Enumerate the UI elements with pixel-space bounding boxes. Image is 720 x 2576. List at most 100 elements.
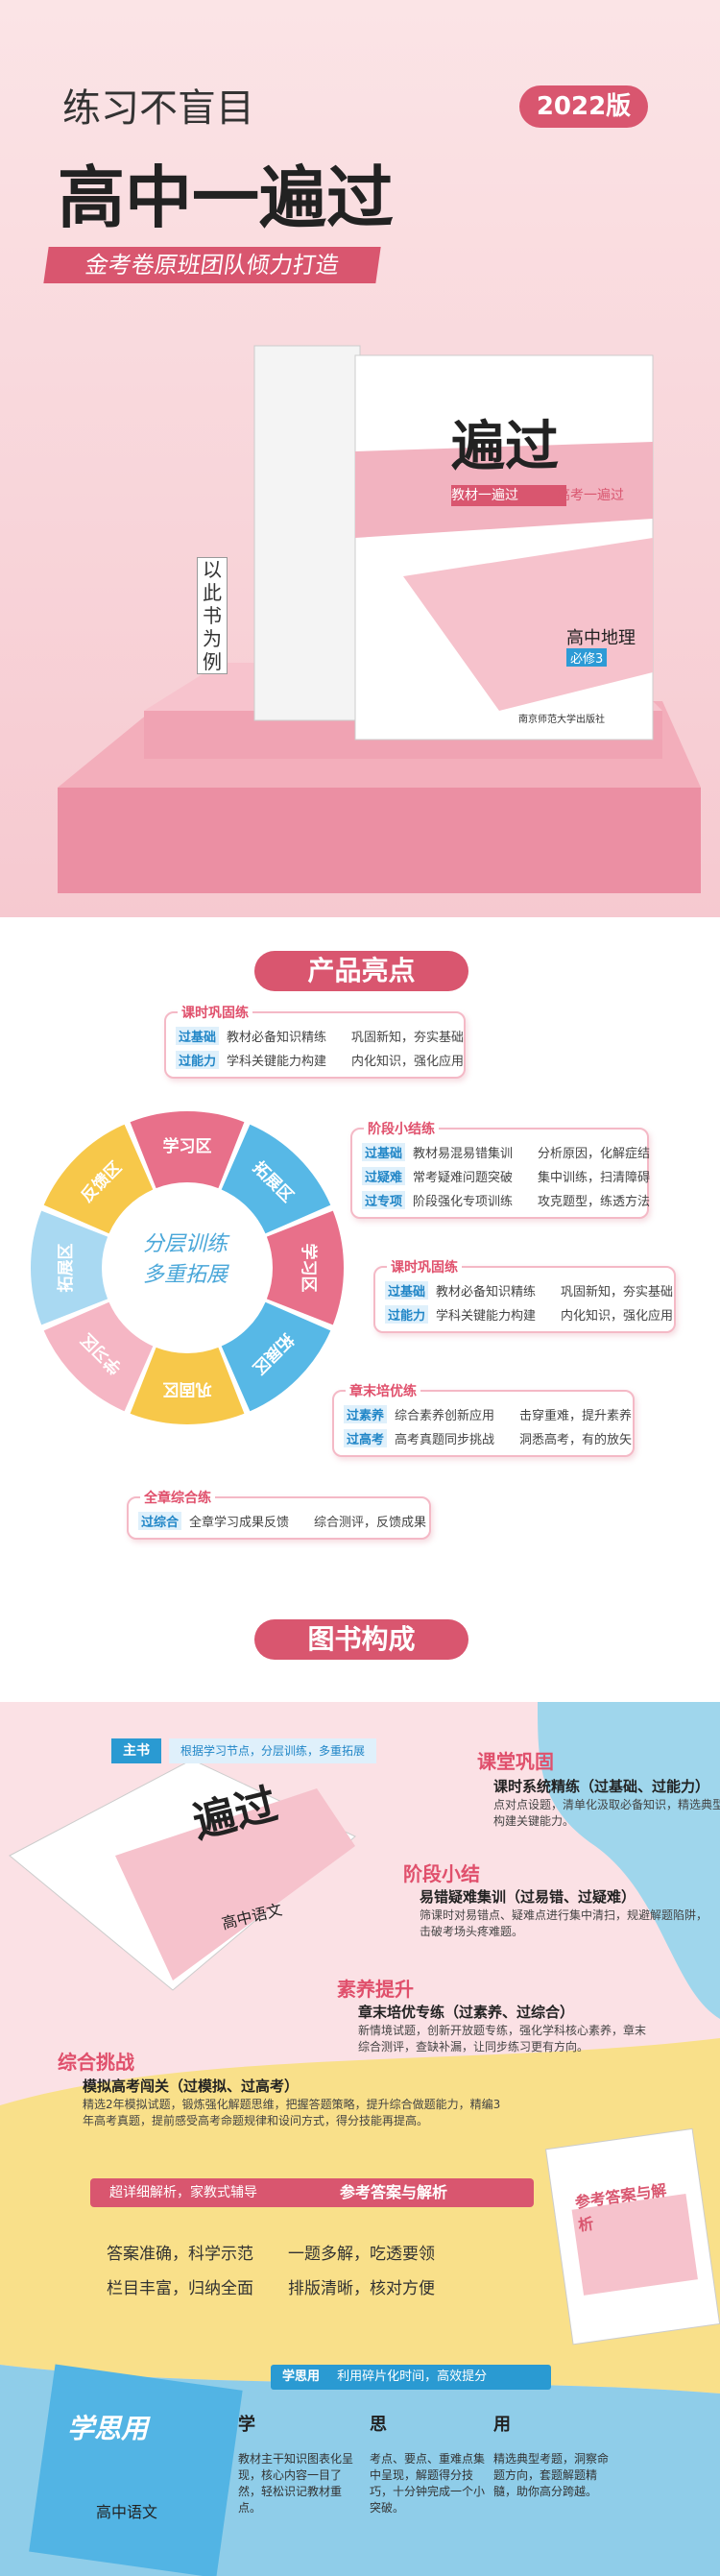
xsy-head: 思 (370, 2415, 387, 2435)
example-note: 以此书为例 (197, 557, 228, 674)
answers-title: 参考答案与解析 (340, 2183, 448, 2201)
podium (58, 345, 701, 893)
row-note: 攻克题型，练透方法 (538, 1195, 651, 1209)
wheel-segment (130, 1347, 245, 1425)
callout-row: 过基础 教材必备知识精练 巩固新知，夯实基础 (176, 1027, 464, 1045)
callout-row: 过能力 学科关键能力构建 内化知识，强化应用 (385, 1305, 673, 1324)
xsy-text: 考点、要点、重难点集中呈现，解题得分技巧，十分钟完成一个小突破。 (370, 2452, 486, 2515)
cover-tagline: 教材一遍过 (451, 488, 518, 503)
row-key: 过综合 (138, 1512, 182, 1530)
row-note: 内化知识，强化应用 (351, 1055, 465, 1069)
row-key: 过疑难 (362, 1167, 406, 1185)
row-key: 过能力 (385, 1305, 429, 1324)
main-desc: 根据学习节点，分层训练，多重拓展 (169, 1738, 377, 1763)
cover-tagline: 高考一遍过 (557, 488, 624, 503)
row-note: 综合测评，反馈成果 (314, 1516, 427, 1530)
row-item: 学科关键能力构建 (436, 1309, 537, 1324)
callout-title: 课时巩固练 (387, 1257, 462, 1276)
xsy-desc: 利用碎片化时间，高效提分 (337, 2369, 488, 2384)
row-note: 洞悉高考，有的放矢 (519, 1433, 633, 1447)
hero: 练习不盲目 2022版 高中一遍过 金考卷原班团队倾力打造 以此书为例 遍过 教… (0, 0, 720, 917)
module-desc: 精选2年模拟试题，锻炼强化解题思维，把握答题策略，提升综合做题能力，精编3年高考… (83, 2098, 501, 2127)
row-key: 过基础 (385, 1281, 429, 1300)
wheel-label: 巩固区 (163, 1379, 212, 1398)
callout-row: 过综合 全章学习成果反馈 综合测评，反馈成果 (138, 1512, 426, 1530)
xsy-head: 用 (493, 2415, 511, 2435)
xsy-cover: 学思用 (67, 2413, 149, 2444)
module-desc: 点对点设题，清单化汲取必备知识，精选典型题，模块化构建关键能力。 (493, 1798, 720, 1828)
cover-publisher: 南京师范大学出版社 (518, 715, 605, 725)
callout-title: 章末培优练 (346, 1381, 420, 1400)
wheel-segment (221, 1124, 331, 1234)
row-item: 学科关键能力构建 (227, 1055, 327, 1069)
callout-title: 课时巩固练 (178, 1003, 252, 1022)
answer-feature: 答案准确，科学示范 (107, 2245, 253, 2264)
row-item: 综合素养创新应用 (395, 1409, 495, 1423)
cover-volume: 必修3 (566, 648, 608, 667)
xsy-text: 教材主干知识图表化呈现，核心内容一目了然，轻松识记教材重点。 (238, 2452, 354, 2515)
module-subtitle: 模拟高考闯关（过模拟、过高考） (83, 2078, 300, 2095)
module-desc: 新情境试题，创新开放题专练，强化学科核心素养，章末综合测评，查缺补漏，让同步练习… (358, 2024, 647, 2054)
callout-row: 过高考 高考真题同步挑战 洞悉高考，有的放矢 (344, 1429, 632, 1447)
row-item: 高考真题同步挑战 (395, 1433, 495, 1447)
module-name: 素养提升 (337, 1978, 414, 2001)
row-item: 阶段强化专项训练 (413, 1195, 514, 1209)
wheel-label: 学习区 (299, 1244, 319, 1293)
wheel-label: 学习区 (163, 1136, 212, 1156)
module-name: 课堂巩固 (477, 1750, 554, 1773)
main-label: 主书 (111, 1738, 161, 1763)
callout-title: 全章综合练 (140, 1488, 215, 1507)
callout-row: 过基础 教材必备知识精练 巩固新知，夯实基础 (385, 1281, 673, 1300)
wheel-segment (43, 1124, 154, 1234)
module-subtitle: 课时系统精练（过基础、过能力） (493, 1778, 710, 1795)
callout: 课时巩固练过基础 教材必备知识精练 巩固新知，夯实基础过能力 学科关键能力构建 内化知识… (373, 1257, 676, 1333)
row-note: 分析原因，化解症结 (538, 1147, 651, 1161)
row-item: 教材必备知识精练 (227, 1031, 327, 1045)
row-note: 集中训练，扫清障碍 (538, 1171, 651, 1185)
wheel-segment (266, 1210, 345, 1325)
callout-row: 过专项 阶段强化专项训练 攻克题型，练透方法 (362, 1191, 650, 1209)
callout: 全章综合练过综合 全章学习成果反馈 综合测评，反馈成果 (127, 1488, 431, 1540)
module-subtitle: 易错疑难集训（过易错、过疑难） (420, 1888, 636, 1906)
xsy-bar: 学思用 利用碎片化时间，高效提分 (271, 2365, 551, 2390)
row-note: 巩固新知，夯实基础 (561, 1285, 674, 1300)
row-item: 教材易混易错集训 (413, 1147, 514, 1161)
cover-subject: 高中地理 (566, 628, 636, 648)
callout-title: 阶段小结练 (364, 1119, 439, 1138)
callout: 课时巩固练过基础 教材必备知识精练 巩固新知，夯实基础 过能力 学科关键能力构建 内化知识… (164, 1003, 466, 1079)
module-desc: 筛课时对易错点、疑难点进行集中清扫，规避解题陷阱，击破考场头疼难题。 (420, 1908, 708, 1938)
section-heading: 产品亮点 (254, 951, 468, 991)
wheel-label: 拓展区 (57, 1244, 76, 1293)
slogan: 练习不盲目 (62, 86, 254, 131)
callout: 章末培优练过素养 综合素养创新应用 击穿重难，提升素养 过高考 高考真题同步挑战 洞悉高考… (332, 1381, 635, 1457)
xsy-text: 精选典型考题，洞察命题方向，套题解题精髓，助你高分跨越。 (493, 2452, 610, 2498)
row-key: 过素养 (344, 1405, 388, 1423)
xsy-cover-subject: 高中语文 (96, 2503, 158, 2521)
row-item: 教材必备知识精练 (436, 1285, 537, 1300)
wheel-segment (221, 1301, 331, 1412)
section-heading: 图书构成 (254, 1619, 468, 1660)
callout: 阶段小结练 过基础 教材易混易错集训 分析原因，化解症结 过疑难 常考疑难问题突破 集中训练… (350, 1119, 651, 1219)
row-note: 内化知识，强化应用 (561, 1309, 674, 1324)
cover-brand: 遍过 (451, 416, 559, 478)
edition: 2022版 (519, 85, 648, 128)
module-name: 阶段小结 (403, 1862, 480, 1885)
row-key: 过能力 (176, 1051, 220, 1069)
row-key: 过基础 (362, 1143, 406, 1161)
row-key: 过专项 (362, 1191, 406, 1209)
module-name: 综合挑战 (58, 2051, 134, 2074)
row-key: 过高考 (344, 1429, 388, 1447)
row-item: 全章学习成果反馈 (189, 1516, 290, 1530)
answer-feature: 一题多解，吃透要领 (288, 2245, 435, 2264)
backdrop (0, 1702, 720, 2576)
wheel-center-line: 分层训练 (142, 1232, 228, 1256)
banner: 金考卷原班团队倾力打造 (43, 247, 381, 283)
module-subtitle: 章末培优专练（过素养、过综合） (358, 2004, 575, 2021)
answers-bar: 超详细解析，家教式辅导 参考答案与解析 (90, 2178, 534, 2207)
callout-row: 过素养 综合素养创新应用 击穿重难，提升素养 (344, 1405, 632, 1423)
callout-row: 过基础 教材易混易错集训 分析原因，化解症结 (362, 1143, 650, 1161)
wheel-center-line: 多重拓展 (142, 1263, 228, 1287)
wheel-segment (130, 1110, 245, 1189)
